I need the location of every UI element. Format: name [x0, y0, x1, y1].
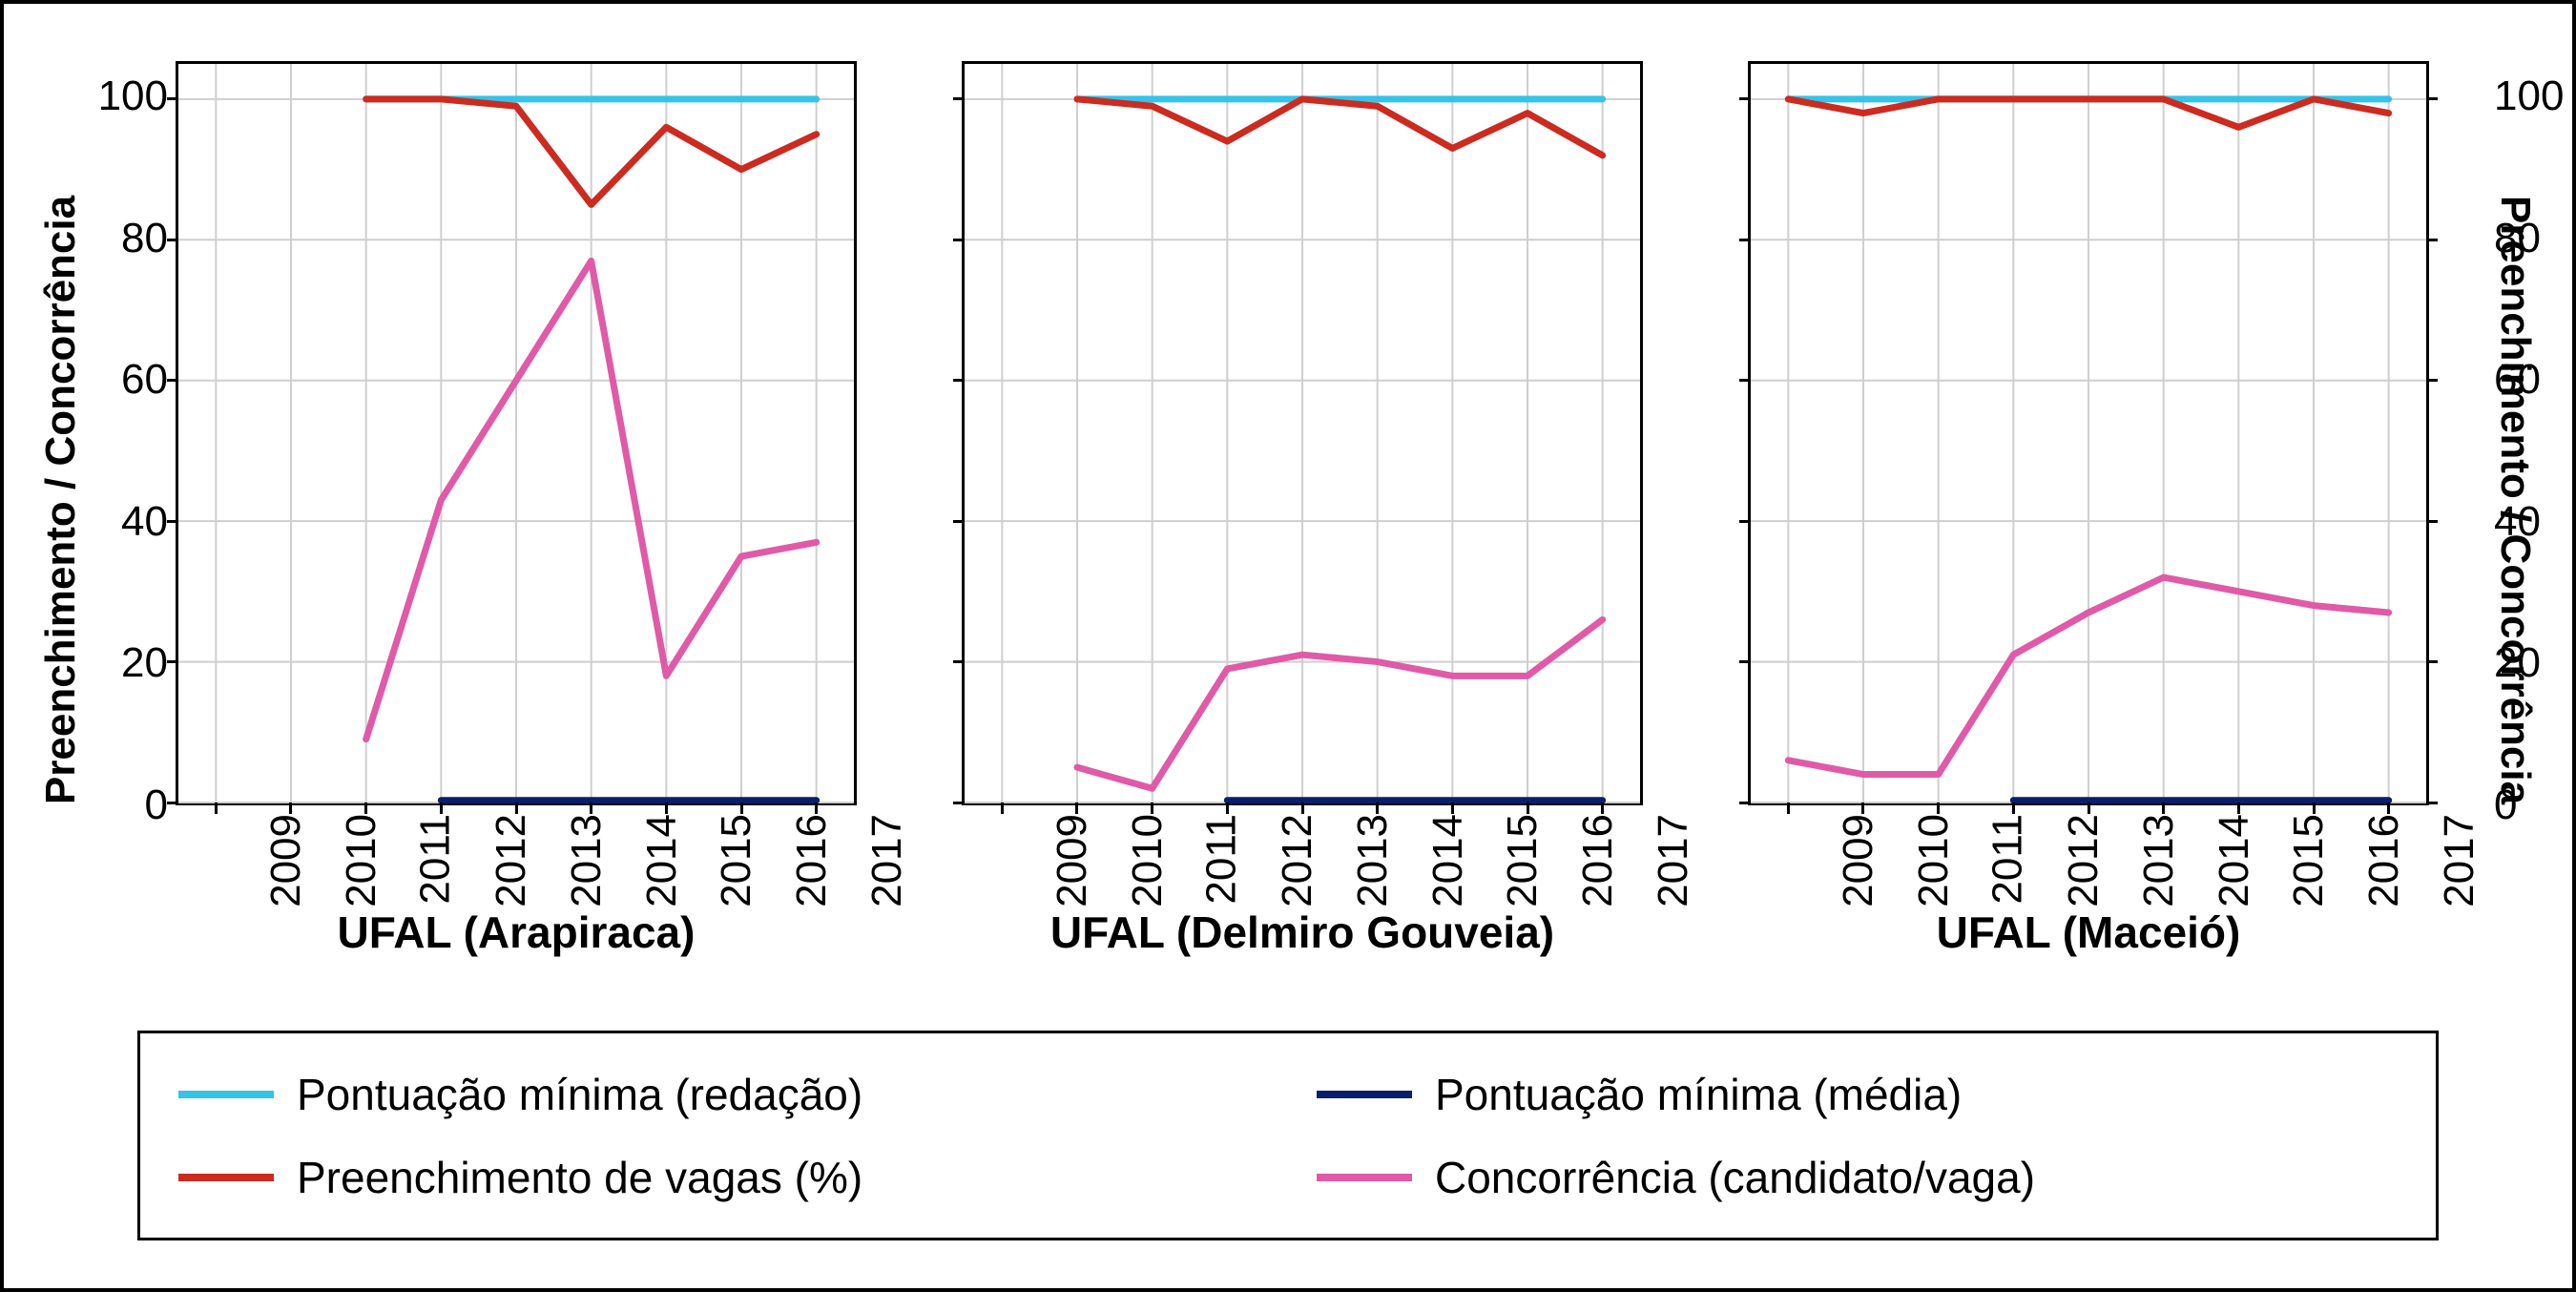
x-tick-label: 2010: [1910, 814, 1958, 907]
legend-label: Preenchimento de vagas (%): [297, 1152, 862, 1203]
x-tick-label: 2013: [563, 814, 611, 907]
plot-svg: [965, 64, 1640, 802]
y-tick-label: 80: [2494, 215, 2541, 262]
y-tick-label: 60: [121, 356, 168, 404]
series-line-preenchimento: [1077, 99, 1603, 156]
x-tick-label: 2016: [1574, 814, 1622, 907]
legend-item-concorrencia: Concorrência (candidato/vaga): [1317, 1152, 2398, 1203]
panel-title: UFAL (Delmiro Gouveia): [962, 906, 1643, 958]
legend-swatch: [178, 1174, 274, 1181]
x-tick-label: 2009: [262, 814, 310, 907]
series-line-concorrencia: [1077, 619, 1603, 788]
legend-label: Pontuação mínima (redação): [297, 1069, 862, 1120]
chart-panel: 200920102011201220132014201520162017 UFAL…: [904, 42, 1672, 958]
panel-title: UFAL (Maceió): [1748, 906, 2429, 958]
y-tick-label: 40: [121, 498, 168, 546]
legend-item-preenchimento: Preenchimento de vagas (%): [178, 1152, 1259, 1203]
x-tick-label: 2013: [2135, 814, 2183, 907]
plot-svg: [178, 64, 854, 802]
y-tick-label: 100: [98, 73, 168, 120]
legend-swatch: [178, 1091, 274, 1098]
x-tick-label: 2017: [2436, 814, 2483, 907]
plot-area: 200920102011201220132014201520162017: [962, 61, 1643, 805]
x-tick-label: 2015: [713, 814, 760, 907]
y-tick-label: 0: [145, 781, 168, 829]
x-tick-label: 2011: [1197, 814, 1245, 905]
x-tick-label: 2010: [1124, 814, 1172, 907]
x-tick-label: 2009: [1835, 814, 1882, 907]
legend-swatch: [1317, 1174, 1412, 1181]
legend-item-pont_min_redacao: Pontuação mínima (redação): [178, 1069, 1259, 1120]
y-axis-label: Preenchimento / Concorrência: [37, 196, 85, 804]
figure: Preenchimento / Concorrência020406080100…: [0, 0, 2576, 1292]
y-ticks: 020406080100: [118, 61, 176, 805]
legend: Pontuação mínima (redação) Pontuação míni…: [137, 1031, 2439, 1240]
legend-swatch: [1317, 1091, 1412, 1098]
y-tick-label: 0: [2494, 781, 2517, 829]
chart-panel: Preenchimento / Concorrência020406080100…: [118, 42, 885, 958]
legend-label: Concorrência (candidato/vaga): [1435, 1152, 2035, 1203]
x-tick-label: 2013: [1349, 814, 1397, 907]
chart-panel: Preenchimento / Concorrência020406080100…: [1691, 42, 2458, 958]
legend-label: Pontuação mínima (média): [1435, 1069, 1962, 1120]
x-tick-label: 2012: [488, 814, 535, 907]
x-tick-label: 2009: [1049, 814, 1096, 907]
plot-area: 200920102011201220132014201520162017: [1748, 61, 2429, 805]
x-tick-label: 2016: [2360, 814, 2408, 907]
y-tick-label: 20: [121, 639, 168, 687]
x-tick-label: 2011: [1984, 814, 2031, 905]
x-tick-label: 2015: [1499, 814, 1547, 907]
y-tick-label: 80: [121, 215, 168, 262]
panels-row: Preenchimento / Concorrência020406080100…: [118, 42, 2458, 958]
x-tick-label: 2012: [2060, 814, 2108, 907]
x-tick-label: 2014: [638, 814, 686, 907]
x-tick-label: 2014: [2211, 814, 2258, 907]
x-tick-label: 2011: [411, 814, 459, 905]
x-tick-label: 2014: [1424, 814, 1472, 907]
y-tick-label: 60: [2494, 356, 2541, 404]
x-tick-label: 2015: [2285, 814, 2333, 907]
y-tick-label: 20: [2494, 639, 2541, 687]
y-ticks: 020406080100: [2429, 61, 2486, 805]
x-tick-label: 2012: [1274, 814, 1321, 907]
legend-item-pont_min_media: Pontuação mínima (média): [1317, 1069, 2398, 1120]
plot-svg: [1751, 64, 2426, 802]
x-tick-label: 2010: [338, 814, 385, 907]
plot-area: 200920102011201220132014201520162017: [176, 61, 857, 805]
y-tick-label: 40: [2494, 498, 2541, 546]
y-tick-label: 100: [2494, 73, 2564, 120]
x-tick-label: 2016: [788, 814, 836, 907]
panel-title: UFAL (Arapiraca): [176, 906, 857, 958]
